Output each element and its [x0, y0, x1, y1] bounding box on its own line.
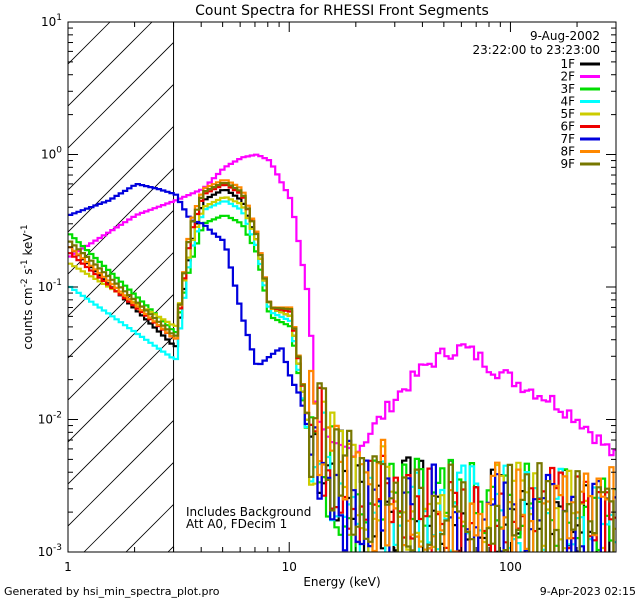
y-tick-label: 10-1: [38, 278, 62, 294]
series-line-8F: [68, 179, 615, 552]
footer-timestamp: 9-Apr-2023 02:15: [540, 585, 636, 598]
annotation-attenuator: Att A0, FDecim 1: [186, 517, 287, 531]
x-tick-label: 1: [64, 560, 72, 574]
y-tick-label: 101: [41, 13, 62, 29]
legend-label-2F: 2F: [560, 70, 575, 84]
excluded-region-hatch: [68, 22, 174, 552]
series-9F: [68, 182, 615, 552]
annotation-background: Includes Background: [186, 505, 311, 519]
footer-generated-by: Generated by hsi_min_spectra_plot.pro: [4, 585, 220, 598]
axis-ticks: [67, 21, 617, 553]
hatch-line: [68, 377, 174, 485]
legend-label-9F: 9F: [560, 157, 575, 171]
legend-label-3F: 3F: [560, 82, 575, 96]
hatch-line: [68, 419, 174, 527]
y-axis-label: counts cm-2 s-1 keV-1: [20, 224, 35, 349]
hatch-line: [68, 293, 174, 401]
y-tick-label: 10-2: [38, 411, 62, 427]
legend-label-8F: 8F: [560, 145, 575, 159]
series-line-9F: [68, 182, 615, 552]
series-line-7F: [68, 183, 616, 552]
y-tick-label: 100: [41, 146, 62, 162]
chart-title: Count Spectra for RHESSI Front Segments: [195, 3, 489, 19]
hatch-line: [68, 209, 174, 317]
legend-label-7F: 7F: [560, 132, 575, 146]
legend-label-5F: 5F: [560, 107, 575, 121]
x-axis-label: Energy (keV): [303, 575, 380, 589]
legend-label-1F: 1F: [560, 57, 575, 71]
hatch-line: [68, 41, 174, 149]
hatch-line: [68, 251, 174, 359]
series-2F: [68, 153, 616, 458]
series-line-2F: [68, 153, 616, 458]
series-7F: [68, 183, 616, 552]
legend-date: 9-Aug-2002: [530, 29, 600, 43]
hatch-line: [83, 461, 174, 552]
y-tick-label: 10-3: [38, 543, 62, 559]
legend-time-range: 23:22:00 to 23:23:00: [473, 43, 600, 57]
legend-label-6F: 6F: [560, 120, 575, 134]
hatch-line: [68, 83, 174, 191]
x-tick-label: 100: [499, 560, 522, 574]
x-tick-label: 10: [282, 560, 297, 574]
legend-label-4F: 4F: [560, 95, 575, 109]
series-8F: [68, 179, 615, 552]
